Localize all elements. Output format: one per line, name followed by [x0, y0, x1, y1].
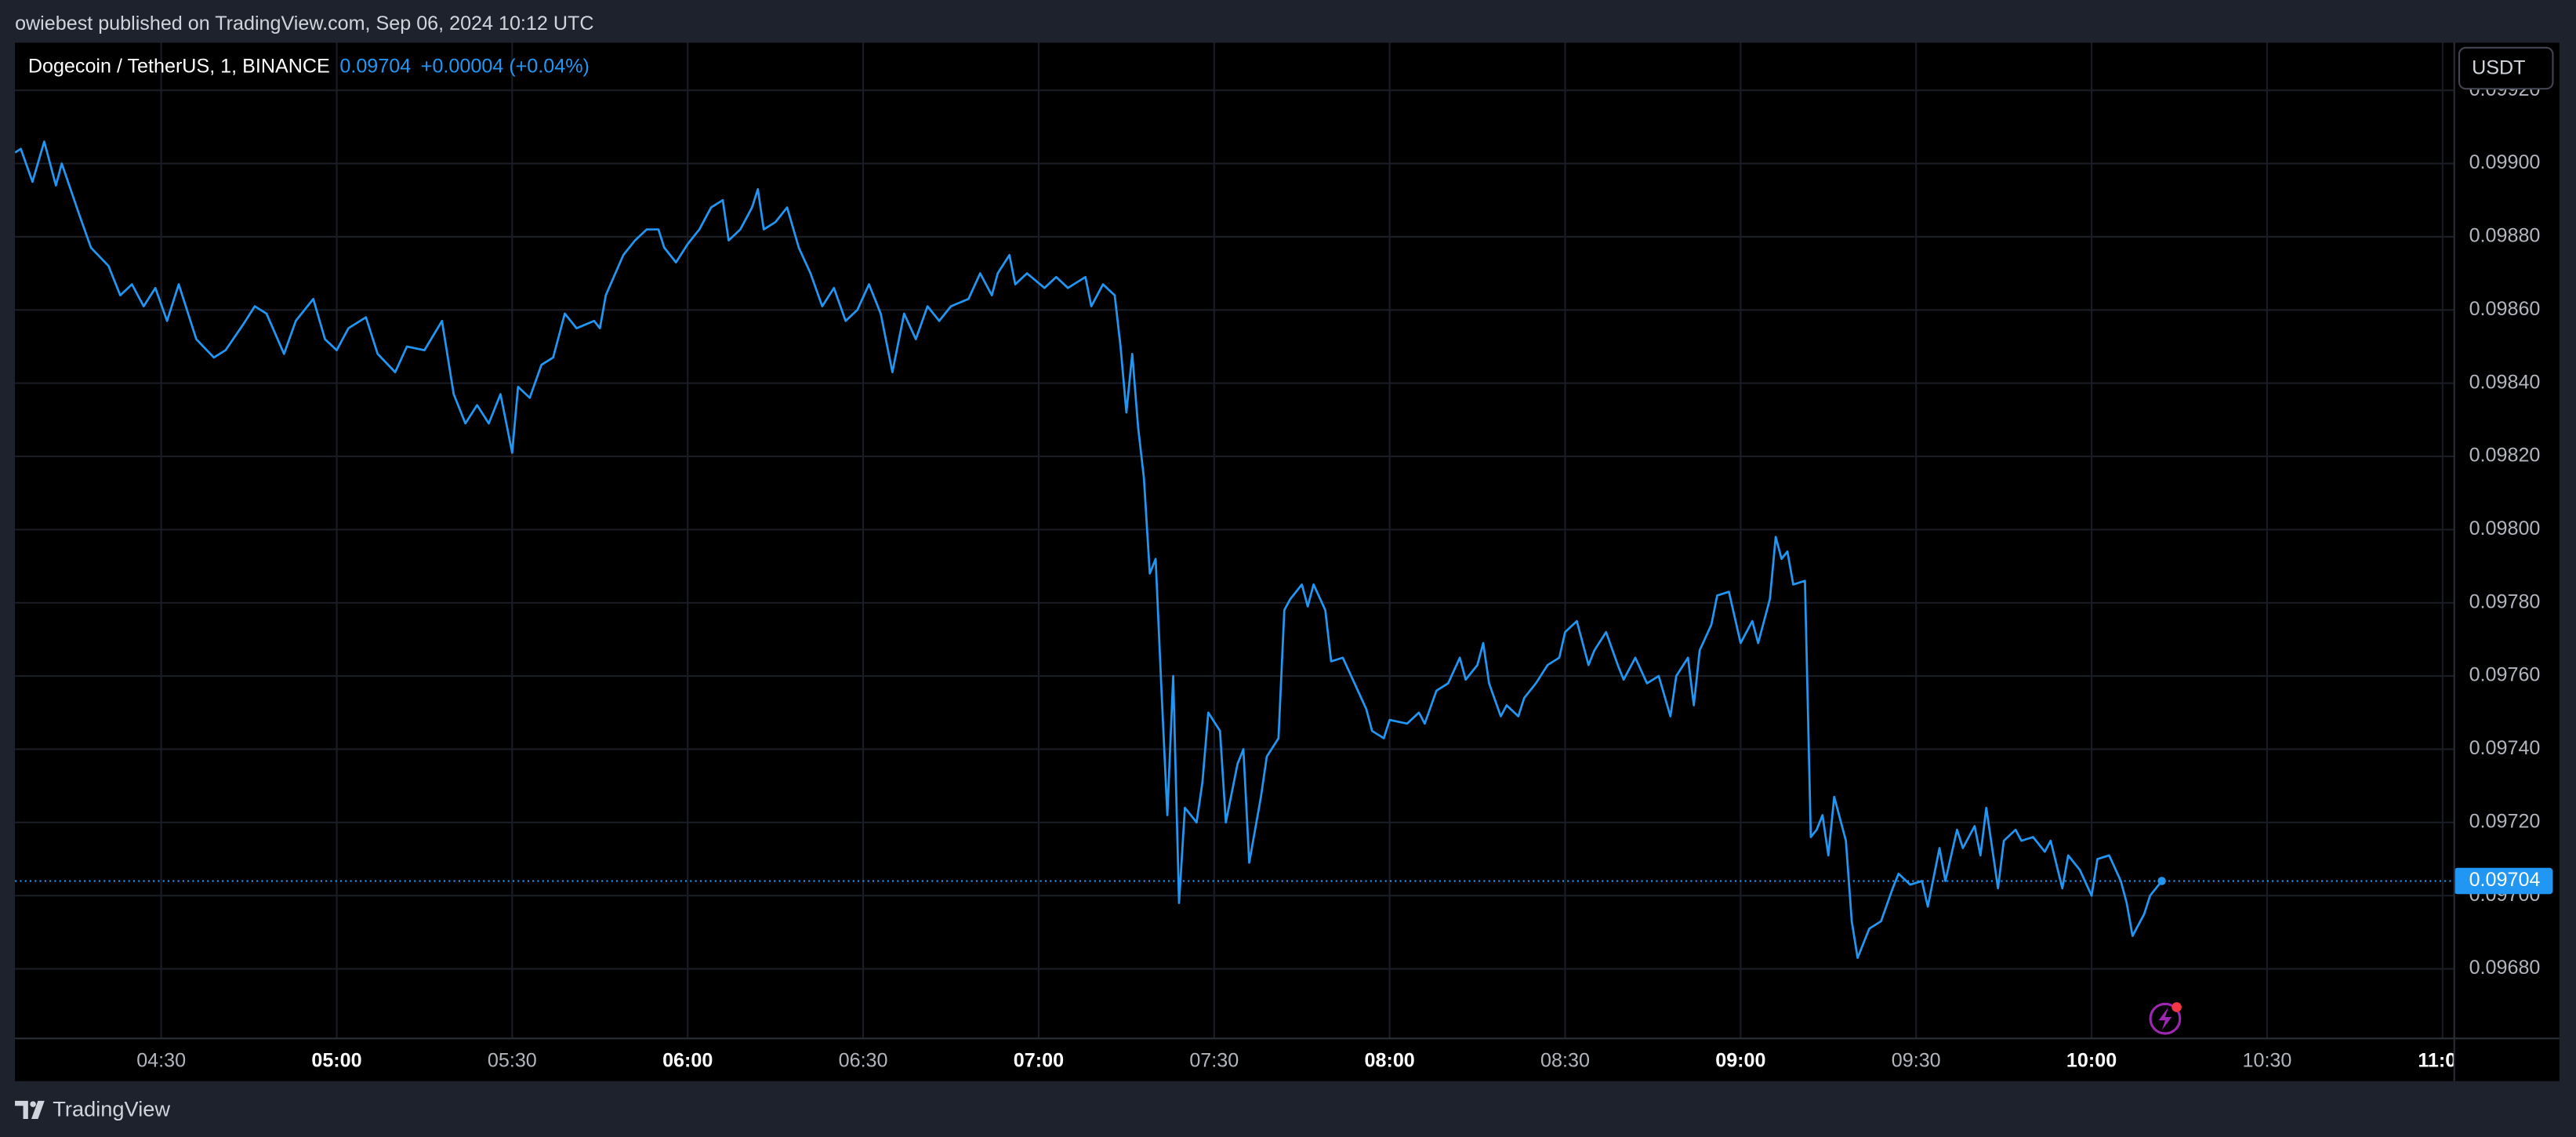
x-tick-label: 05:30 [488, 1049, 537, 1071]
x-tick-label: 05:00 [311, 1049, 361, 1071]
y-tick-label: 0.09900 [2469, 151, 2541, 173]
y-tick-label: 0.09760 [2469, 664, 2541, 686]
last-price: 0.09704 [339, 56, 411, 78]
currency-button-frame[interactable] [2458, 46, 2554, 90]
price-change: +0.00004 (+0.04%) [421, 56, 590, 78]
x-tick-label: 09:00 [1715, 1049, 1765, 1071]
x-tick-label: 06:00 [662, 1049, 713, 1071]
legend: Dogecoin / TetherUS, 1, BINANCE 0.09704 … [28, 56, 590, 78]
last-price-label: 0.09704 [2469, 869, 2541, 891]
alert-ring[interactable] [2149, 1002, 2182, 1035]
currency-label[interactable]: USDT [2472, 57, 2525, 79]
time-axis: 04:30 05:00 05:30 06:00 06:30 07:00 07:30 08:00… [136, 1049, 2467, 1071]
alert-bolt[interactable] [2158, 1007, 2172, 1030]
plot-area [15, 140, 2454, 959]
last-price-tag [2454, 867, 2553, 895]
y-tick-label: 0.09780 [2469, 590, 2541, 612]
x-tick-label: 07:00 [1014, 1049, 1064, 1071]
logo-dot [30, 1101, 36, 1107]
x-tick-label: 08:30 [1540, 1049, 1590, 1071]
y-tick-label: 0.09720 [2469, 810, 2541, 832]
y-tick-label: 0.09740 [2469, 737, 2541, 759]
symbol-title: Dogecoin / TetherUS, 1, BINANCE [28, 56, 330, 78]
y-tick-label: 0.09820 [2469, 445, 2541, 467]
grid [15, 42, 2454, 1039]
x-tick-label: 04:30 [136, 1049, 186, 1071]
price-axis: 0.096800.097000.097200.097400.097600.097… [2454, 78, 2553, 979]
x-tick-label: 06:30 [839, 1049, 888, 1071]
x-tick-label: 09:30 [1892, 1049, 1941, 1071]
y-tick-label: 0.09860 [2469, 298, 2541, 320]
currency-button[interactable]: USDT [2458, 46, 2554, 90]
footer-logo: TradingView [15, 1097, 170, 1121]
chart-pane [15, 42, 2560, 1081]
publish-info: owiebest published on TradingView.com, S… [15, 13, 593, 35]
last-point [2157, 877, 2166, 885]
y-tick-label: 0.09800 [2469, 518, 2541, 539]
x-tick-label: 10:30 [2242, 1049, 2291, 1071]
alert-badge[interactable] [2171, 1002, 2182, 1012]
footer-brand: TradingView [53, 1097, 170, 1121]
y-tick-label: 0.09680 [2469, 957, 2541, 979]
y-tick-label: 0.09880 [2469, 225, 2541, 247]
x-tick-label: 11:00 [2418, 1049, 2467, 1071]
x-tick-label: 07:30 [1189, 1049, 1239, 1071]
y-tick-label: 0.09840 [2469, 371, 2541, 393]
x-tick-label: 10:00 [2066, 1049, 2117, 1071]
alert-icon[interactable] [2149, 1002, 2182, 1035]
price-line [15, 140, 2163, 959]
x-tick-label: 08:00 [1365, 1049, 1415, 1071]
logo-mark [15, 1100, 45, 1119]
